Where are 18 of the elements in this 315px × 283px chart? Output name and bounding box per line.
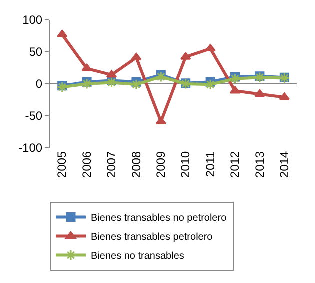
y-tick-label: 100 [22, 13, 43, 28]
x-tick-label: 2010 [178, 151, 193, 178]
y-tick-label: 50 [29, 45, 43, 60]
x-tick-label: 2014 [278, 151, 292, 178]
y-tick-label: 0 [36, 77, 43, 92]
y-tick-label: -100 [18, 141, 43, 156]
x-tick-label: 2006 [80, 151, 94, 178]
legend-label: Bienes transables no petrolero [91, 213, 228, 224]
x-tick-label: 2009 [154, 151, 168, 178]
legend-label: Bienes no transables [91, 251, 184, 262]
x-tick-label: 2013 [252, 151, 267, 178]
x-tick-label: 2007 [104, 151, 119, 178]
x-tick-label: 2008 [129, 151, 144, 178]
x-tick-label: 2011 [203, 151, 218, 178]
legend-label: Bienes transables petrolero [91, 232, 214, 244]
y-tick-label: -50 [25, 109, 43, 124]
x-tick-label: 2012 [228, 151, 242, 178]
x-tick-label: 2005 [55, 151, 70, 178]
